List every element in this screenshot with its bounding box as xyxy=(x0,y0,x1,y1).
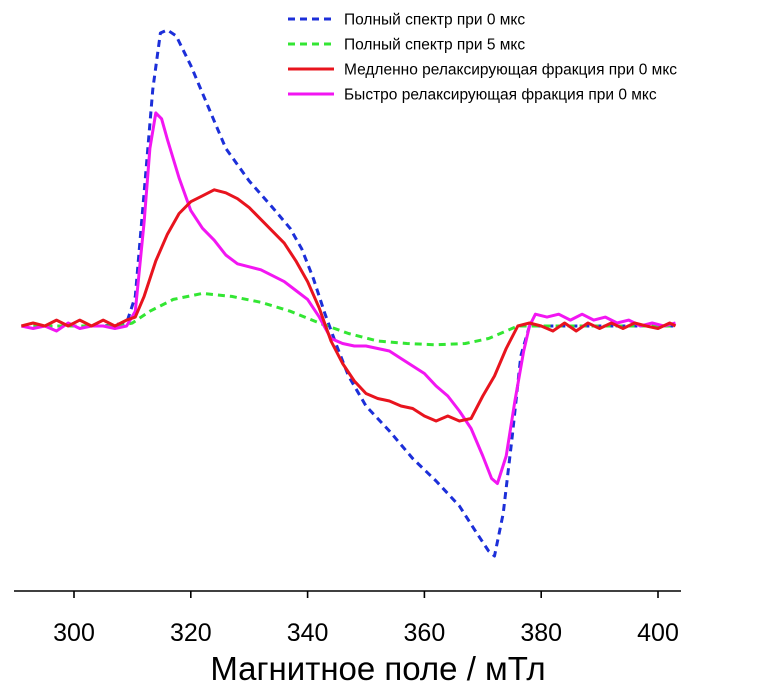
x-tick-label: 320 xyxy=(170,619,212,647)
legend-label-4: Быстро релаксирующая фракция при 0 мкс xyxy=(344,87,657,104)
legend-label-2: Полный спектр при 5 мкс xyxy=(344,37,525,54)
x-tick-label: 340 xyxy=(287,619,329,647)
x-tick-label: 400 xyxy=(637,619,679,647)
x-tick-label: 360 xyxy=(404,619,446,647)
plot-lines xyxy=(21,28,677,558)
series-line-1 xyxy=(21,28,676,558)
x-tick-label: 300 xyxy=(53,619,95,647)
legend-label-3: Медленно релаксирующая фракция при 0 мкс xyxy=(344,62,677,79)
x-axis-title: Магнитное поле / мТл xyxy=(210,650,545,686)
x-tick-label: 380 xyxy=(520,619,562,647)
legend-label-1: Полный спектр при 0 мкс xyxy=(344,12,525,29)
series-line-3 xyxy=(21,188,677,423)
x-axis-ticks: 300 320 340 360 380 400 xyxy=(53,591,679,647)
series-line-2 xyxy=(21,291,676,347)
series-line-4 xyxy=(21,111,676,485)
legend: Полный спектр при 0 мкс Полный спектр при… xyxy=(288,12,677,104)
